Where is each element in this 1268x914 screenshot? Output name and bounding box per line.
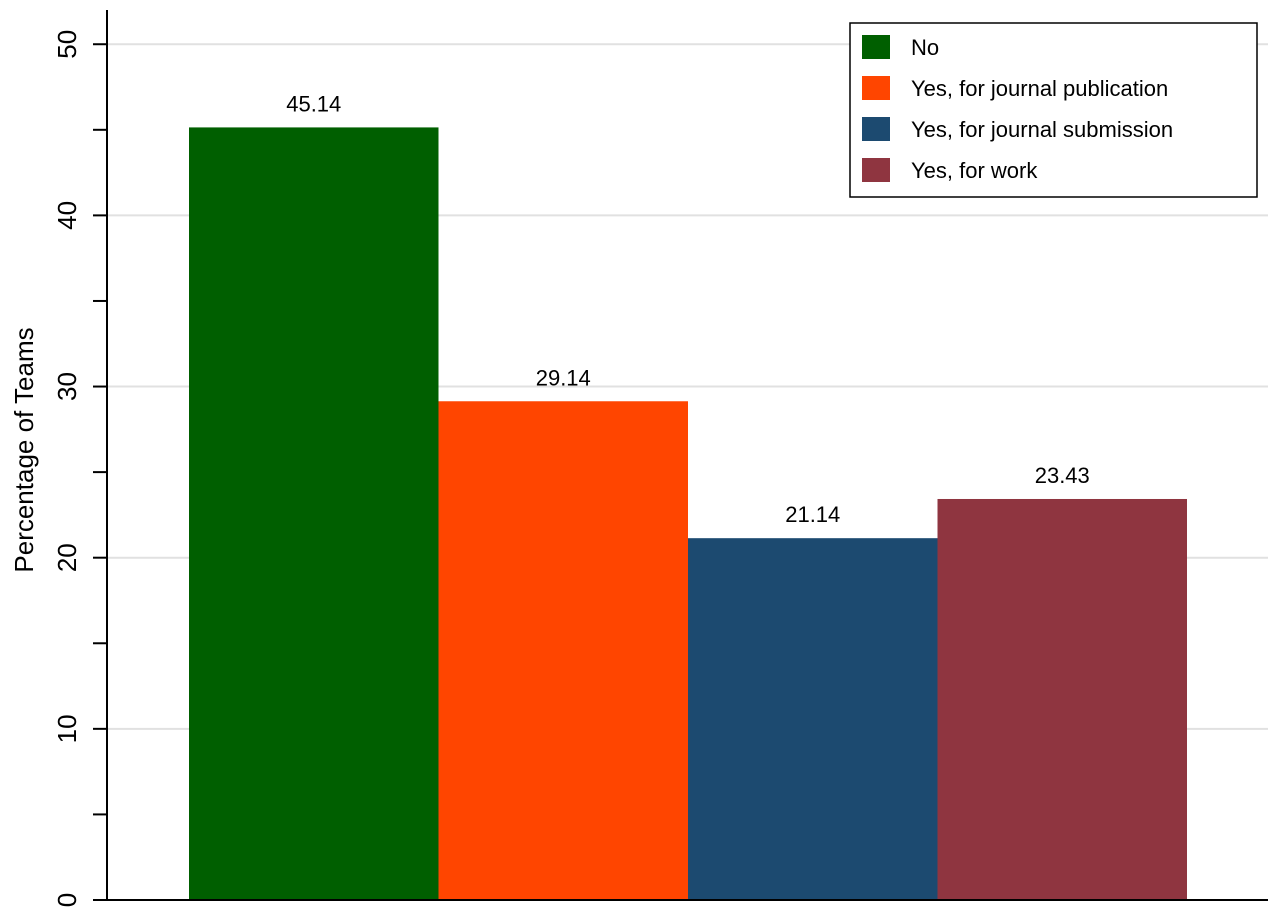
legend: No Yes, for journal publication Yes, for j… (849, 22, 1258, 198)
bar-0 (189, 127, 439, 900)
bars (189, 127, 1187, 900)
bar-value-label-0: 45.14 (286, 91, 341, 116)
y-tick-label: 30 (52, 372, 82, 401)
y-tick-label: 40 (52, 201, 82, 230)
bar-1 (438, 401, 688, 900)
bar-2 (688, 538, 938, 900)
y-tick-label: 0 (52, 893, 82, 907)
bar-value-label-3: 23.43 (1035, 463, 1090, 488)
bar-value-label-1: 29.14 (536, 365, 591, 390)
axes: 0 10 20 30 40 50 Percentage of Teams (9, 10, 1268, 907)
y-axis-title: Percentage of Teams (9, 327, 39, 572)
legend-label-1: Yes, for journal publication (911, 76, 1168, 101)
legend-label-3: Yes, for work (911, 158, 1038, 183)
legend-swatch-3 (862, 158, 890, 182)
bar-3 (937, 498, 1187, 900)
legend-swatch-1 (862, 76, 890, 100)
legend-label-2: Yes, for journal submission (911, 117, 1173, 142)
y-tick-label: 20 (52, 543, 82, 572)
bar-value-labels: 45.14 29.14 21.14 23.43 (286, 91, 1090, 527)
legend-swatch-0 (862, 35, 890, 59)
legend-label-0: No (911, 35, 939, 60)
legend-swatch-2 (862, 117, 890, 141)
y-tick-label: 10 (52, 714, 82, 743)
bar-value-label-2: 21.14 (785, 502, 840, 527)
y-tick-label: 50 (52, 30, 82, 59)
legend-box (849, 22, 1258, 198)
